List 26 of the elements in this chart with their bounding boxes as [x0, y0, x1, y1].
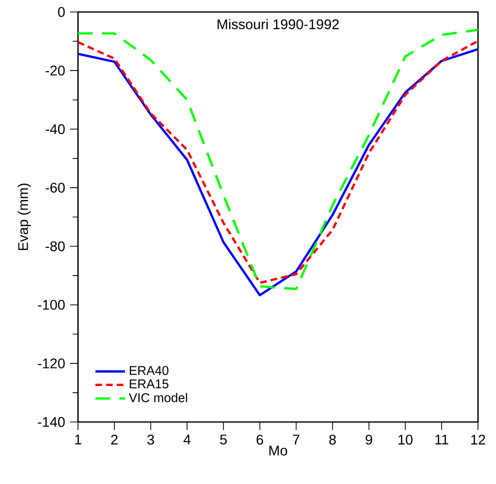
- y-tick-label: -40: [46, 124, 65, 134]
- y-tick-label: 0: [58, 7, 65, 17]
- x-tick-label: 2: [111, 434, 118, 444]
- y-tick-label: -140: [38, 417, 65, 427]
- y-tick-label: -120: [38, 358, 65, 368]
- x-tick-label: 1: [75, 434, 82, 444]
- y-tick-label: -100: [38, 300, 65, 310]
- x-tick-label: 6: [256, 434, 264, 445]
- x-tick-label: 5: [220, 434, 227, 444]
- legend-label: ERA15: [130, 380, 168, 388]
- x-tick-label: 12: [471, 434, 486, 444]
- chart-title: Missouri 1990-1992: [218, 18, 339, 30]
- x-tick-label: 4: [184, 434, 191, 444]
- y-tick-label: -80: [46, 241, 65, 252]
- x-tick-label: 7: [293, 434, 300, 444]
- y-tick-label: -20: [46, 66, 65, 76]
- x-tick-label: 8: [329, 434, 336, 445]
- legend-label: ERA40: [130, 366, 168, 375]
- x-tick-label: 10: [398, 434, 413, 445]
- y-tick-label: -60: [46, 182, 65, 193]
- x-tick-label: 9: [366, 434, 372, 445]
- x-axis-title: Mo: [269, 446, 288, 456]
- x-tick-label: 11: [435, 434, 448, 444]
- legend-label: VIC model: [128, 392, 188, 402]
- x-tick-label: 3: [147, 434, 154, 445]
- y-axis-title: Evap (mm): [18, 184, 31, 250]
